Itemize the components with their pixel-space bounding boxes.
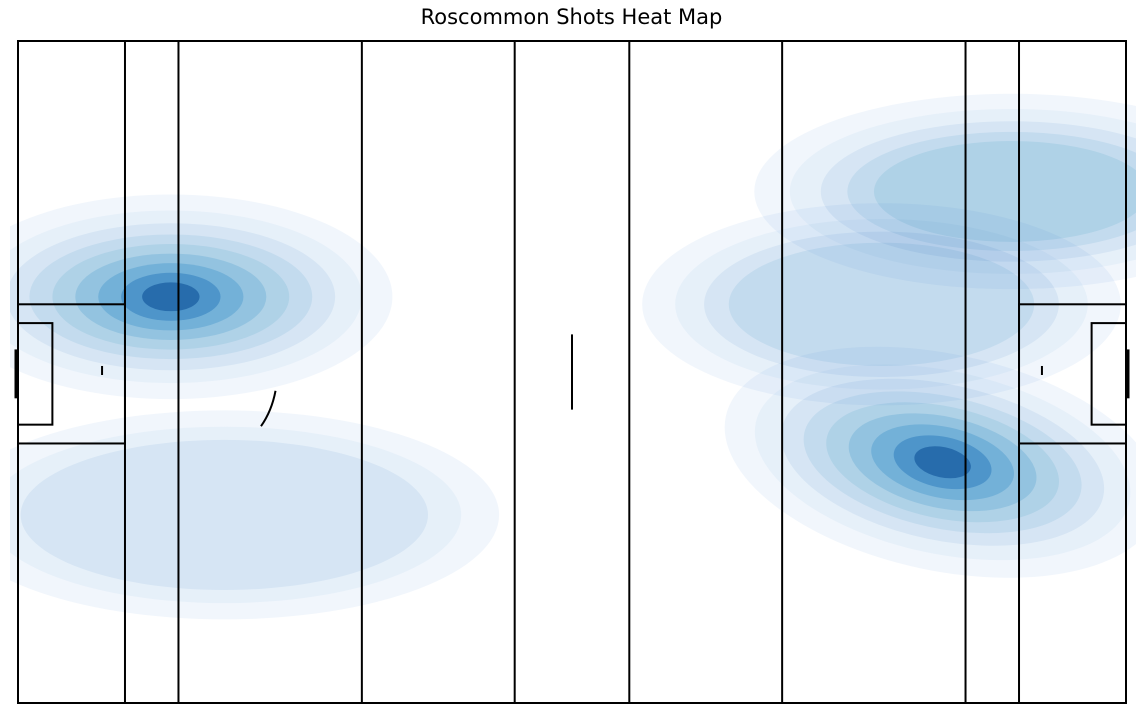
hotspot (642, 203, 1121, 406)
pitch-lines (14, 40, 1130, 704)
small-rectangle-left (17, 322, 54, 426)
heat-contour (914, 446, 971, 479)
heat-contour (728, 242, 1035, 366)
small-rectangle-right (1090, 322, 1127, 426)
heat-contour (20, 439, 429, 591)
hotspot (724, 346, 1136, 578)
chart-title: Roscommon Shots Heat Map (420, 5, 723, 29)
heatmap-layer (10, 93, 1136, 620)
arc-left (260, 390, 277, 427)
hotspot (10, 194, 393, 400)
hotspot (10, 410, 500, 620)
heat-contour (142, 282, 200, 312)
